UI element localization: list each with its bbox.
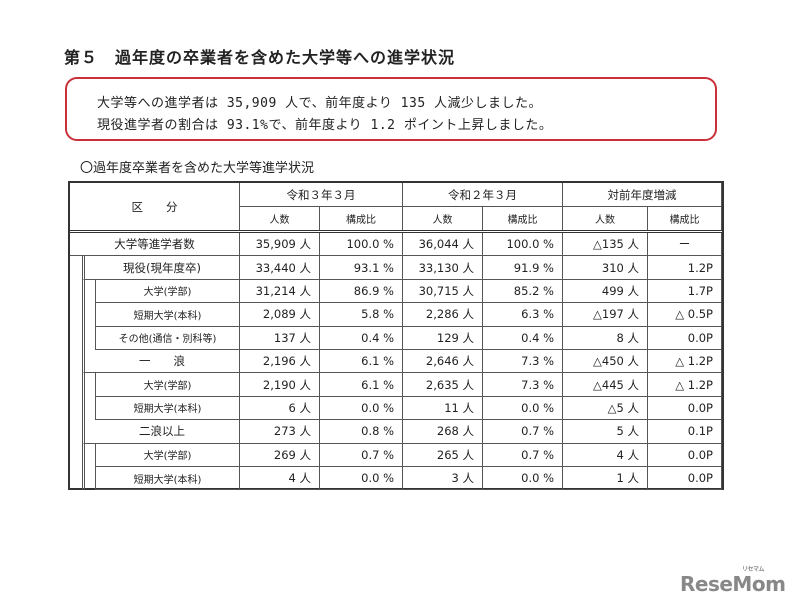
table-cell: 7.3 % [483,373,563,397]
table-cell: 11 人 [403,396,483,421]
table-cell: 2,286 人 [403,303,483,327]
table-cell: △450 人 [563,350,648,374]
table-cell: 85.2 % [483,279,563,304]
table-cell: 2,190 人 [240,373,320,397]
row-label: 大学(学部) [95,443,240,467]
table-cell: 0.1P [648,420,722,444]
table-cell: 2,089 人 [240,303,320,327]
table-cell: 2,646 人 [403,350,483,374]
table-cell: 31,214 人 [240,279,320,304]
row-label: 現役(現年度卒) [82,256,240,280]
table-cell: 30,715 人 [403,279,483,304]
table-cell: 129 人 [403,326,483,350]
table-cell: 2,196 人 [240,350,320,374]
table-cell: 310 人 [563,256,648,280]
summary-line-2: 現役進学者の割合は 93.1%で、前年度より 1.2 ポイント上昇しました。 [97,118,553,133]
table-cell: 265 人 [403,443,483,467]
table-cell: 4 人 [563,443,648,467]
row-label: 大学等進学者数 [70,233,240,257]
table-cell: 2,635 人 [403,373,483,397]
table-cell: 0.0 % [483,467,563,491]
table-cell: 0.4 % [320,326,403,350]
subheader: 人数 [240,207,320,231]
table-cell: 1.2P [648,256,722,280]
table-cell: 91.9 % [483,256,563,280]
table-cell: 100.0 % [320,233,403,257]
logo-kana: リセマム [742,566,765,573]
table-cell: 36,044 人 [403,233,483,257]
table-cell: 0.7 % [320,443,403,467]
table-cell: 8 人 [563,326,648,350]
table-cell: 0.0 % [483,396,563,421]
table-cell: 5 人 [563,420,648,444]
table-cell: 35,909 人 [240,233,320,257]
table-cell: 0.8 % [320,420,403,444]
row-label: 短期大学(本科) [95,467,240,491]
table-cell: ー [648,233,722,257]
table-cell: 499 人 [563,279,648,304]
table-cell: 0.4 % [483,326,563,350]
header-category: 区 分 [70,183,240,231]
row-label: 短期大学(本科) [95,303,240,327]
table-cell: 0.0P [648,326,722,350]
subheader: 構成比 [648,207,722,231]
table-cell: △197 人 [563,303,648,327]
table-cell: 0.0P [648,467,722,491]
table-cell: 1 人 [563,467,648,491]
table-cell: 6 人 [240,396,320,421]
table-cell: 33,130 人 [403,256,483,280]
table-cell: 268 人 [403,420,483,444]
header-divider [70,230,722,233]
table-cell: △ 1.2P [648,350,722,374]
table-cell: △445 人 [563,373,648,397]
table-cell: 0.0P [648,443,722,467]
table-cell: 273 人 [240,420,320,444]
table-cell: 6.3 % [483,303,563,327]
table-cell: 0.0 % [320,467,403,491]
table-cell: △ 1.2P [648,373,722,397]
header-group: 令和２年３月 [403,183,563,207]
table-cell: 269 人 [240,443,320,467]
table-cell: 0.0 % [320,396,403,421]
table-cell: △ 0.5P [648,303,722,327]
table-cell: 4 人 [240,467,320,491]
header-group: 令和３年３月 [240,183,403,207]
header-group: 対前年度増減 [563,183,722,207]
indent-line [82,256,85,491]
table-cell: 7.3 % [483,350,563,374]
row-label: 一 浪 [82,350,240,374]
table-caption: 〇過年度卒業者を含めた大学等進学状況 [80,161,315,176]
table-cell: △5 人 [563,396,648,421]
logo-text: ReseMom [680,572,786,596]
subheader: 人数 [563,207,648,231]
table-cell: △135 人 [563,233,648,257]
table-cell: 5.8 % [320,303,403,327]
table-cell: 1.7P [648,279,722,304]
table-cell: 137 人 [240,326,320,350]
table-cell: 3 人 [403,467,483,491]
subheader: 人数 [403,207,483,231]
table-cell: 0.0P [648,396,722,421]
subheader: 構成比 [320,207,403,231]
summary-box: 大学等への進学者は 35,909 人で、前年度より 135 人減少しました。 現… [65,77,717,141]
table-cell: 0.7 % [483,443,563,467]
table-cell: 33,440 人 [240,256,320,280]
enrollment-table: 区 分令和３年３月 人数 構成比 令和２年３月 人数 構成比 対前年度増減 人数 構成比 大学等進… [68,181,724,491]
row-label: 大学(学部) [95,373,240,397]
row-label: 大学(学部) [95,279,240,304]
table-cell: 6.1 % [320,373,403,397]
subheader: 構成比 [483,207,563,231]
table-cell: 0.7 % [483,420,563,444]
row-label: 二浪以上 [82,420,240,444]
summary-line-1: 大学等への進学者は 35,909 人で、前年度より 135 人減少しました。 [97,96,542,111]
row-label: その他(通信・別科等) [95,326,240,350]
table-cell: 93.1 % [320,256,403,280]
resemom-logo: ReseMom リセマム [680,566,786,596]
row-label: 短期大学(本科) [95,396,240,421]
table-cell: 100.0 % [483,233,563,257]
page-title: 第５ 過年度の卒業者を含めた大学等への進学状況 [64,48,456,67]
table-cell: 86.9 % [320,279,403,304]
table-cell: 6.1 % [320,350,403,374]
